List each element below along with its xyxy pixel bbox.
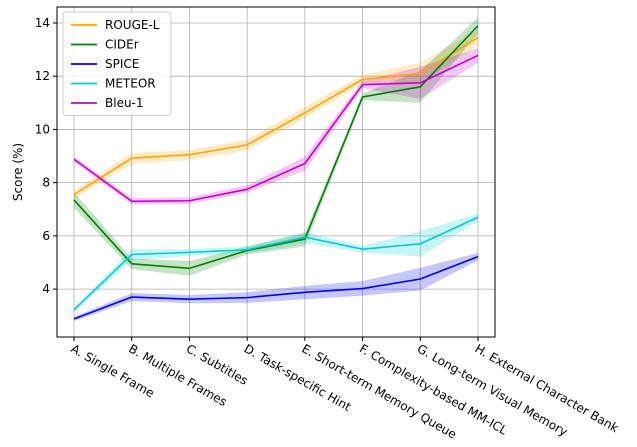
legend: ROUGE-L CIDEr SPICE METEOR Bleu-1 <box>62 11 172 116</box>
legend-label: ROUGE-L <box>105 18 160 32</box>
series-lines <box>73 25 479 320</box>
line-bleu-1 <box>73 54 479 203</box>
y-tick-label: 4 <box>42 282 50 296</box>
y-tick-label: 10 <box>35 122 50 136</box>
grid <box>57 7 495 337</box>
y-tick-label: 8 <box>42 176 50 190</box>
y-tick-label: 6 <box>42 229 50 243</box>
band-spice <box>74 252 478 322</box>
y-axis-label: Score (%) <box>11 143 25 201</box>
legend-box <box>62 11 172 116</box>
line-cider <box>73 25 479 270</box>
line-spice <box>73 255 479 320</box>
line-meteor <box>73 216 479 311</box>
legend-label: METEOR <box>105 77 156 91</box>
plot-frame <box>56 6 496 338</box>
y-tick-label: 14 <box>35 16 50 30</box>
x-tick-label: B. Multiple Frames <box>126 341 229 409</box>
legend-label: Bleu-1 <box>105 96 144 110</box>
legend-label: CIDEr <box>105 38 139 52</box>
band-cider <box>74 17 478 276</box>
line-rouge-l <box>73 36 479 196</box>
legend-label: SPICE <box>105 57 139 71</box>
x-tick-label: D. Task-specific Hint <box>242 341 354 414</box>
y-tick-label: 12 <box>35 69 50 83</box>
band-bleu-1 <box>74 48 478 205</box>
